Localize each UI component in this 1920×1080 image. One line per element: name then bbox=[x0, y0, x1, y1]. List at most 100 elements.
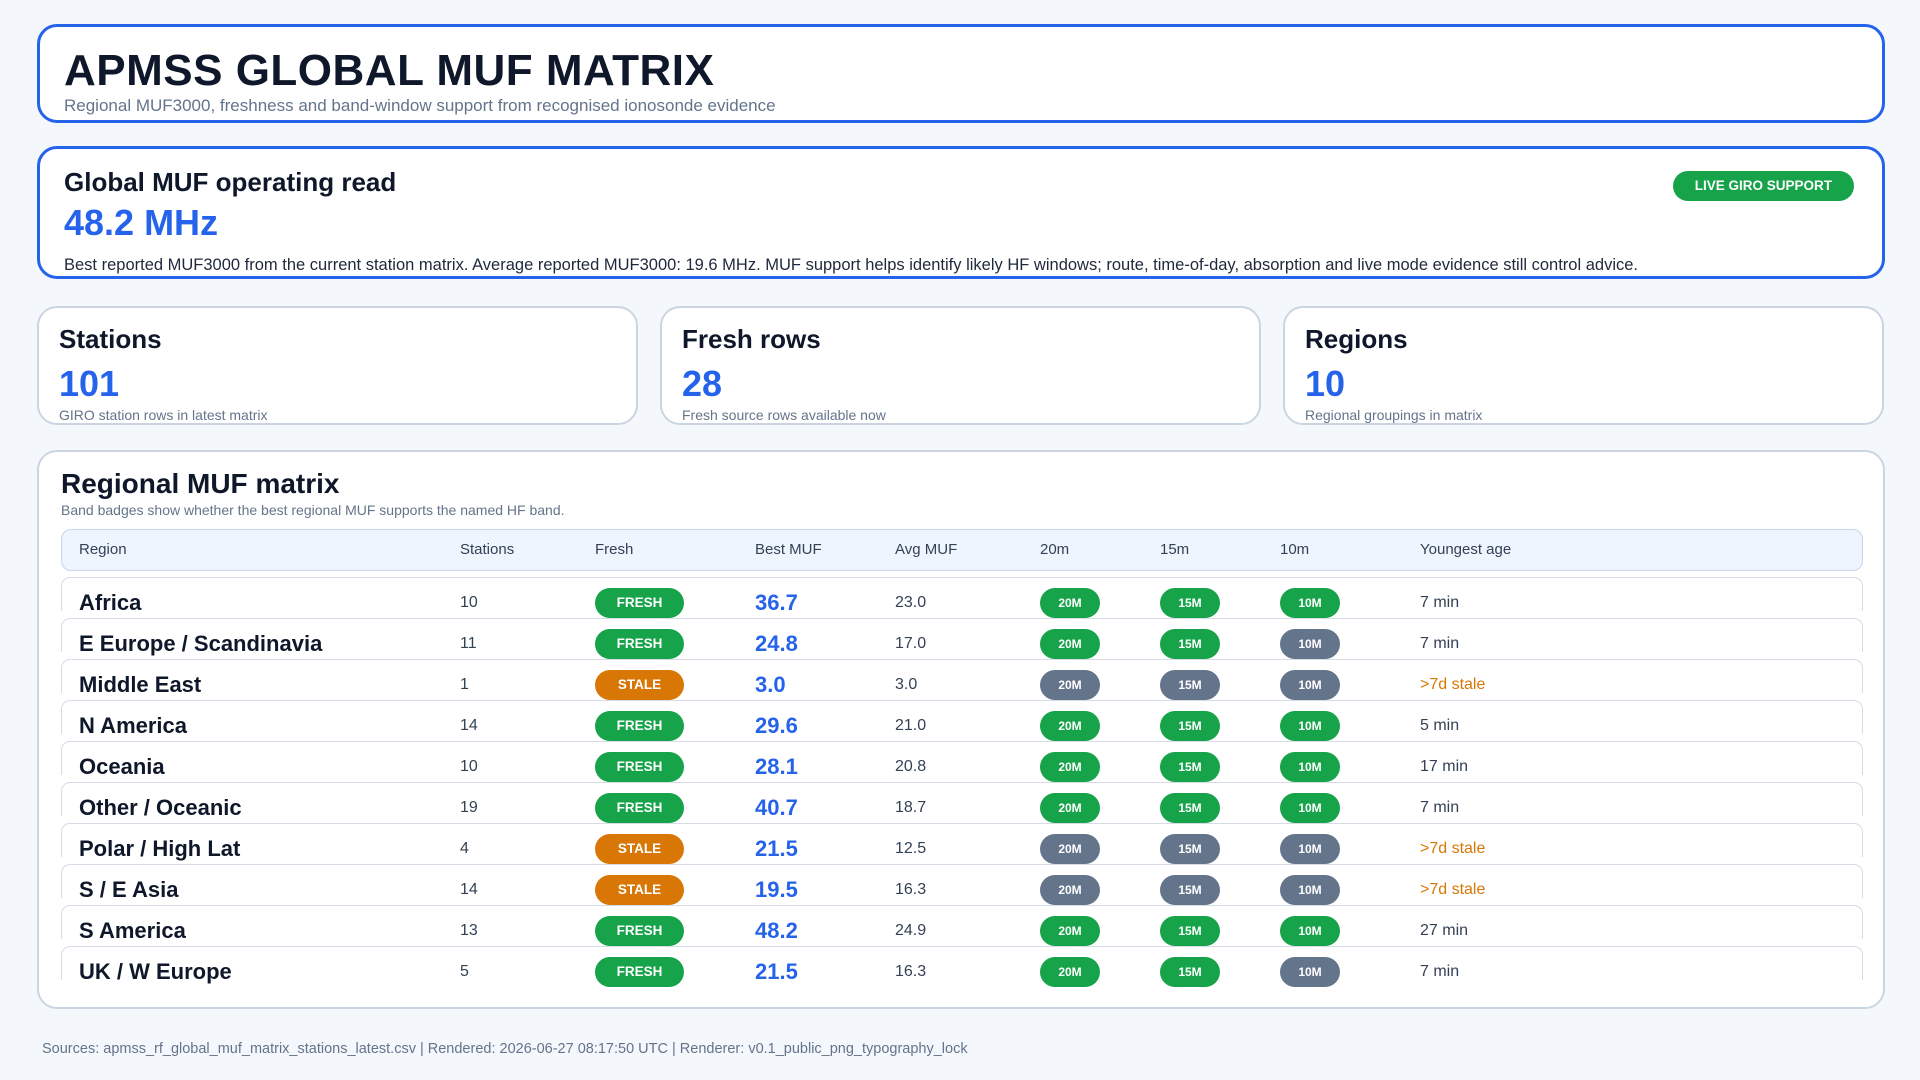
youngest-age: >7d stale bbox=[1420, 840, 1486, 857]
column-header-avg-muf: Avg MUF bbox=[895, 541, 958, 558]
region-name: S America bbox=[79, 918, 186, 943]
kpi-value: 28 bbox=[682, 363, 723, 404]
region-name: Oceania bbox=[79, 754, 165, 779]
band-10m-badge: 10M bbox=[1280, 629, 1340, 659]
region-name: UK / W Europe bbox=[79, 959, 232, 984]
avg-muf-value: 12.5 bbox=[895, 840, 927, 857]
band-15m-badge: 15M bbox=[1160, 670, 1220, 700]
live-giro-badge: LIVE GIRO SUPPORT bbox=[1672, 171, 1854, 201]
global-read-description: Best reported MUF3000 from the current s… bbox=[64, 256, 1639, 274]
table-row: E Europe / Scandinavia 11 FRESH 24.8 17.0 20M… bbox=[61, 618, 1863, 659]
band-10m-badge: 10M bbox=[1280, 834, 1340, 864]
kpi-label: Regions bbox=[1305, 324, 1408, 354]
band-10m-badge: 10M bbox=[1280, 670, 1340, 700]
freshness-badge: FRESH bbox=[595, 916, 684, 946]
avg-muf-value: 20.8 bbox=[895, 758, 927, 775]
band-15m-badge: 15M bbox=[1160, 916, 1220, 946]
freshness-badge: FRESH bbox=[595, 957, 684, 987]
table-row: Other / Oceanic 19 FRESH 40.7 18.7 20M 15M 10M 7… bbox=[61, 782, 1863, 823]
region-name: Polar / High Lat bbox=[79, 836, 241, 861]
youngest-age: 7 min bbox=[1420, 799, 1460, 816]
column-header-fresh: Fresh bbox=[595, 541, 634, 558]
table-row: Polar / High Lat 4 STALE 21.5 12.5 20M 15M 10M >… bbox=[61, 823, 1863, 864]
table-row: UK / W Europe 5 FRESH 21.5 16.3 20M 15M 10M 7 mi… bbox=[61, 946, 1863, 987]
region-name: Other / Oceanic bbox=[79, 795, 242, 820]
band-20m-badge: 20M bbox=[1040, 711, 1100, 741]
avg-muf-value: 16.3 bbox=[895, 881, 927, 898]
band-20m-badge: 20M bbox=[1040, 588, 1100, 618]
band-20m-badge: 20M bbox=[1040, 916, 1100, 946]
table-row: Middle East 1 STALE 3.0 3.0 20M 15M 10M >7d stal… bbox=[61, 659, 1863, 700]
region-name: S / E Asia bbox=[79, 877, 179, 902]
column-header-15m: 15m bbox=[1160, 541, 1190, 558]
youngest-age: 7 min bbox=[1420, 635, 1460, 652]
best-muf-value: 28.1 bbox=[755, 754, 798, 779]
band-15m-badge: 15M bbox=[1160, 957, 1220, 987]
best-muf-value: 40.7 bbox=[755, 795, 798, 820]
region-name: Middle East bbox=[79, 672, 202, 697]
youngest-age: 7 min bbox=[1420, 963, 1460, 980]
station-count: 14 bbox=[460, 881, 478, 898]
table-row: Oceania 10 FRESH 28.1 20.8 20M 15M 10M 17 min bbox=[61, 741, 1863, 782]
page-title: APMSS GLOBAL MUF MATRIX bbox=[64, 46, 715, 95]
best-muf-value: 21.5 bbox=[755, 959, 798, 984]
matrix-subtitle: Band badges show whether the best region… bbox=[61, 502, 565, 518]
youngest-age: >7d stale bbox=[1420, 881, 1486, 898]
band-20m-badge: 20M bbox=[1040, 793, 1100, 823]
avg-muf-value: 3.0 bbox=[895, 676, 918, 693]
avg-muf-value: 24.9 bbox=[895, 922, 927, 939]
kpi-value: 10 bbox=[1305, 363, 1346, 404]
band-20m-badge: 20M bbox=[1040, 957, 1100, 987]
freshness-badge: FRESH bbox=[595, 752, 684, 782]
column-header-20m: 20m bbox=[1040, 541, 1070, 558]
matrix-title: Regional MUF matrix bbox=[61, 468, 340, 499]
band-15m-badge: 15M bbox=[1160, 793, 1220, 823]
column-header-region: Region bbox=[79, 541, 127, 558]
band-15m-badge: 15M bbox=[1160, 752, 1220, 782]
kpi-fresh-rows-card: Fresh rows 28 Fresh source rows availabl… bbox=[660, 306, 1261, 425]
best-muf-value: 24.8 bbox=[755, 631, 798, 656]
band-15m-badge: 15M bbox=[1160, 834, 1220, 864]
station-count: 11 bbox=[460, 635, 477, 652]
header-card: APMSS GLOBAL MUF MATRIX Regional MUF3000… bbox=[37, 24, 1885, 123]
global-read-card: Global MUF operating read 48.2 MHz Best … bbox=[37, 146, 1885, 279]
band-15m-badge: 15M bbox=[1160, 711, 1220, 741]
station-count: 4 bbox=[460, 840, 469, 857]
region-name: N America bbox=[79, 713, 188, 738]
station-count: 19 bbox=[460, 799, 478, 816]
table-row: S / E Asia 14 STALE 19.5 16.3 20M 15M 10M >7d st… bbox=[61, 864, 1863, 905]
column-header-10m: 10m bbox=[1280, 541, 1310, 558]
station-count: 13 bbox=[460, 922, 478, 939]
band-20m-badge: 20M bbox=[1040, 670, 1100, 700]
station-count: 1 bbox=[460, 676, 469, 693]
avg-muf-value: 17.0 bbox=[895, 635, 927, 652]
band-20m-badge: 20M bbox=[1040, 834, 1100, 864]
best-muf-value: 19.5 bbox=[755, 877, 798, 902]
band-10m-badge: 10M bbox=[1280, 957, 1340, 987]
best-muf-value: 21.5 bbox=[755, 836, 798, 861]
band-10m-badge: 10M bbox=[1280, 711, 1340, 741]
band-20m-badge: 20M bbox=[1040, 629, 1100, 659]
kpi-subtext: GIRO station rows in latest matrix bbox=[59, 407, 268, 423]
youngest-age: 7 min bbox=[1420, 594, 1460, 611]
avg-muf-value: 21.0 bbox=[895, 717, 927, 734]
station-count: 10 bbox=[460, 594, 478, 611]
station-count: 5 bbox=[460, 963, 469, 980]
freshness-badge: FRESH bbox=[595, 711, 684, 741]
best-muf-value: 29.6 bbox=[755, 713, 798, 738]
band-15m-badge: 15M bbox=[1160, 588, 1220, 618]
band-10m-badge: 10M bbox=[1280, 875, 1340, 905]
best-muf-value: 3.0 bbox=[755, 672, 786, 697]
kpi-label: Fresh rows bbox=[682, 324, 821, 354]
table-row: N America 14 FRESH 29.6 21.0 20M 15M 10M 5 min bbox=[61, 700, 1863, 741]
column-header-best-muf: Best MUF bbox=[755, 541, 822, 558]
kpi-stations-card: Stations 101 GIRO station rows in latest… bbox=[37, 306, 638, 425]
freshness-badge: FRESH bbox=[595, 629, 684, 659]
station-count: 10 bbox=[460, 758, 478, 775]
best-muf-value: 48.2 bbox=[755, 918, 798, 943]
freshness-badge: STALE bbox=[595, 834, 684, 864]
region-name: Africa bbox=[79, 590, 142, 615]
kpi-subtext: Regional groupings in matrix bbox=[1305, 407, 1483, 423]
regional-matrix-card: Regional MUF matrix Band badges show whe… bbox=[37, 450, 1885, 1009]
freshness-badge: FRESH bbox=[595, 793, 684, 823]
